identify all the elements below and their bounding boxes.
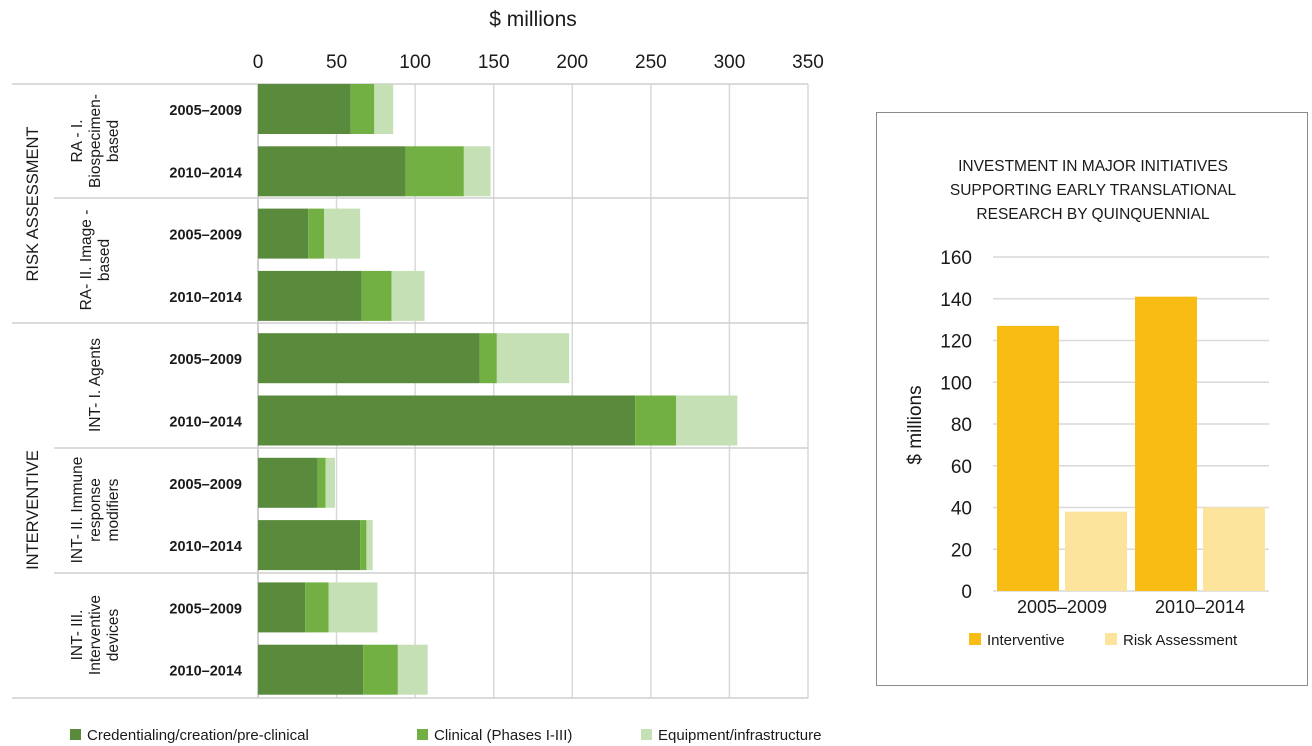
subgroup-label: Interventive (87, 595, 104, 675)
subgroup-label: Biospecimen- (87, 94, 104, 188)
bar-segment (391, 270, 425, 321)
bar (997, 325, 1059, 591)
bar-segment (366, 520, 373, 571)
legend-swatch (417, 729, 428, 740)
bar-segment (258, 146, 406, 197)
bar-segment (258, 457, 318, 508)
bar-segment (361, 270, 392, 321)
year-label: 2010–2014 (169, 165, 242, 181)
x-tick-label: 300 (714, 52, 746, 73)
x-tick-label: 100 (399, 52, 431, 73)
legend-label: Risk Assessment (1123, 632, 1238, 649)
legend-swatch (969, 633, 981, 645)
bar-segment (405, 146, 464, 197)
subgroup-label: modifiers (105, 478, 122, 541)
x-tick-label: 150 (478, 52, 510, 73)
year-label: 2005–2009 (169, 477, 242, 493)
bar-segment (479, 333, 497, 384)
year-label: 2010–2014 (169, 539, 242, 555)
bar-segment (258, 644, 364, 695)
chart-title-line: SUPPORTING EARLY TRANSLATIONAL (950, 182, 1237, 199)
legend-label: Equipment/infrastructure (658, 727, 821, 744)
subgroup-label: response (87, 478, 104, 542)
x-tick-label: 2010–2014 (1155, 597, 1245, 617)
bar-segment (374, 84, 394, 134)
subgroup-label: INT- II. Immune (69, 457, 86, 564)
bar-segment (258, 208, 309, 259)
bar-segment (397, 644, 428, 695)
year-label: 2005–2009 (169, 601, 242, 617)
bar-segment (463, 146, 491, 197)
x-tick-label: 200 (556, 52, 588, 73)
main-stacked-bar-chart: $ millions 0 50 100 150 200 250 300 350 2005–2009… (12, 8, 824, 744)
year-label: 2010–2014 (169, 415, 242, 431)
chart-title-line: INVESTMENT IN MAJOR INITIATIVES (958, 158, 1228, 175)
group-label: RISK ASSESSMENT (24, 127, 42, 282)
subgroup-label: devices (105, 608, 122, 661)
legend-swatch (70, 729, 81, 740)
x-tick-label: 50 (326, 52, 347, 73)
summary-chart-panel: INVESTMENT IN MAJOR INITIATIVES SUPPORTIN… (876, 112, 1308, 686)
group-label: INTERVENTIVE (24, 450, 42, 570)
y-tick-label: 60 (951, 457, 972, 478)
legend-label: Credentialing/creation/pre-clinical (87, 727, 309, 744)
year-label: 2005–2009 (169, 352, 242, 368)
bar-segment (363, 644, 398, 695)
x-axis-title: $ millions (489, 8, 577, 31)
bar-segment (676, 395, 738, 446)
y-axis-title: $ millions (905, 385, 926, 464)
y-tick-label: 0 (961, 582, 972, 603)
legend-swatch (1105, 633, 1117, 645)
bar-segment (360, 520, 367, 571)
bar-segment (328, 582, 378, 633)
bar-segment (324, 208, 361, 259)
legend-label: Interventive (987, 632, 1065, 649)
y-tick-label: 140 (940, 290, 972, 311)
bar-segment (496, 333, 570, 384)
bar-segment (635, 395, 676, 446)
bar (1135, 296, 1197, 591)
summary-bar-chart: INVESTMENT IN MAJOR INITIATIVES SUPPORTIN… (905, 158, 1269, 649)
bar-segment (258, 582, 306, 633)
y-tick-label: 20 (951, 540, 972, 561)
bar-segment (308, 208, 324, 259)
x-tick-label: 2005–2009 (1017, 597, 1107, 617)
legend-label: Clinical (Phases I-III) (434, 727, 572, 744)
year-label: 2010–2014 (169, 664, 242, 680)
x-tick-label: 250 (635, 52, 667, 73)
bar-segment (317, 457, 326, 508)
subgroup-label: RA - I. (69, 119, 86, 162)
y-tick-label: 80 (951, 415, 972, 436)
year-label: 2010–2014 (169, 290, 242, 306)
y-tick-label: 40 (951, 499, 972, 520)
year-label: 2005–2009 (169, 228, 242, 244)
bar-segment (258, 395, 636, 446)
subgroup-label: INT- III. (69, 610, 86, 661)
year-label: 2005–2009 (169, 103, 242, 119)
bar-segment (258, 520, 361, 571)
bar-segment (258, 333, 480, 384)
bar (1203, 507, 1265, 591)
bar-segment (325, 457, 335, 508)
bar-segment (305, 582, 329, 633)
bar-segment (258, 84, 351, 134)
bar-segment (350, 84, 375, 134)
bar-segment (258, 270, 362, 321)
y-tick-label: 100 (940, 373, 972, 394)
subgroup-label: based (96, 239, 113, 281)
y-tick-label: 120 (940, 332, 972, 353)
y-tick-label: 160 (940, 248, 972, 269)
subgroup-label: INT- I. Agents (87, 338, 104, 432)
x-tick-label: 0 (253, 52, 264, 73)
chart-title-line: RESEARCH BY QUINQUENNIAL (976, 206, 1210, 223)
x-tick-label: 350 (792, 52, 824, 73)
legend-swatch (641, 729, 652, 740)
bar (1065, 511, 1127, 591)
subgroup-label: based (105, 120, 122, 162)
subgroup-label: RA- II. Image - (78, 210, 95, 311)
